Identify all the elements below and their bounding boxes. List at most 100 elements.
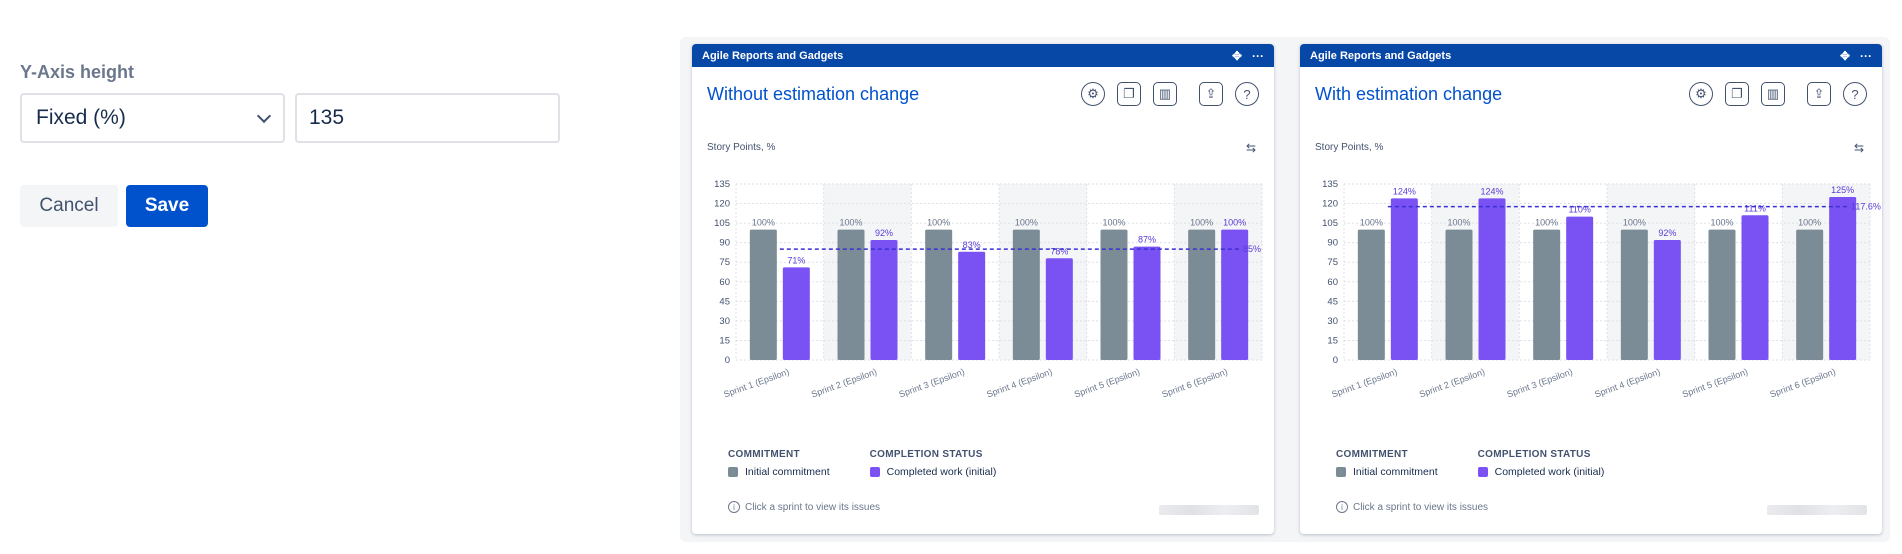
- blurred-footer-bar: [1767, 505, 1867, 515]
- bar-value-label: 100%: [1360, 218, 1383, 228]
- cancel-button[interactable]: Cancel: [20, 185, 118, 227]
- y-tick-label: 120: [1322, 199, 1338, 210]
- legend-item-initial-commitment[interactable]: Initial commitment: [1336, 466, 1438, 478]
- more-options-icon[interactable]: ···: [1252, 48, 1264, 63]
- bar-value-label: 100%: [1223, 218, 1246, 228]
- x-tick-label: Sprint 2 (Epsilon): [810, 366, 878, 399]
- velocity-chart-without-change: 0 15 30 45 60 75 90 105 120 135 100% 71% Sprint 1 (E…: [714, 179, 1263, 399]
- share-icon[interactable]: ⇪: [1807, 82, 1831, 106]
- completed-bar: [1133, 246, 1161, 360]
- y-tick-label: 15: [719, 335, 730, 346]
- legend-item-completed-work[interactable]: Completed work (initial): [869, 466, 996, 478]
- share-icon[interactable]: ⇪: [1199, 82, 1223, 106]
- y-tick-label: 90: [1327, 238, 1338, 249]
- legend-label: Initial commitment: [745, 466, 830, 478]
- footer-text: Click a sprint to view its issues: [745, 501, 881, 513]
- bar-value-label: 100%: [752, 218, 775, 228]
- more-options-icon[interactable]: ···: [1860, 48, 1872, 63]
- gadget-with-estimation-change: Agile Reports and Gadgets ✥ ··· With est…: [1300, 44, 1882, 534]
- chart-legend: COMMITMENT Initial commitment COMPLETION…: [728, 449, 996, 478]
- gadget-title: Without estimation change: [707, 83, 920, 104]
- legend-group-title: COMPLETION STATUS: [869, 449, 983, 460]
- y-tick-label: 105: [1322, 218, 1338, 229]
- settings-gear-icon[interactable]: ⚙: [1081, 82, 1105, 106]
- bar-value-label: 100%: [1535, 218, 1558, 228]
- bar-value-label: 100%: [1798, 218, 1821, 228]
- completed-bar: [1221, 229, 1249, 360]
- chevron-down-icon: [256, 108, 272, 123]
- completed-bar: [1829, 197, 1857, 360]
- bar-value-label: 100%: [927, 218, 950, 228]
- y-axis-height-input[interactable]: [295, 93, 560, 143]
- gadget-header: Agile Reports and Gadgets ✥ ···: [692, 44, 1274, 67]
- bar-value-label: 71%: [787, 255, 805, 265]
- commitment-bar: [1796, 229, 1824, 360]
- category-band: [1431, 184, 1520, 360]
- footer-note: i Click a sprint to view its issues: [1336, 501, 1488, 513]
- completed-bar: [1045, 258, 1073, 360]
- y-tick-label: 45: [719, 296, 730, 307]
- copy-icon[interactable]: ❐: [1725, 82, 1749, 106]
- x-tick-label: Sprint 6 (Epsilon): [1161, 366, 1229, 399]
- completed-bar: [870, 240, 898, 360]
- commitment-bar: [1445, 229, 1473, 360]
- bar-value-label: 111%: [1744, 203, 1766, 213]
- board-icon[interactable]: ▥: [1761, 82, 1785, 106]
- help-icon[interactable]: ?: [1235, 82, 1259, 106]
- y-axis-settings: Y-Axis height Fixed (%) Cancel Save: [20, 62, 560, 227]
- gadget-header: Agile Reports and Gadgets ✥ ···: [1300, 44, 1882, 67]
- commitment-bar: [1012, 229, 1040, 360]
- y-tick-label: 60: [719, 277, 730, 288]
- legend-item-initial-commitment[interactable]: Initial commitment: [728, 466, 830, 478]
- y-axis-mode-select[interactable]: Fixed (%): [20, 93, 285, 143]
- filter-sliders-icon[interactable]: ⇆: [1245, 141, 1256, 155]
- x-tick-label: Sprint 3 (Epsilon): [898, 366, 966, 399]
- completed-bar: [1566, 216, 1594, 360]
- save-button[interactable]: Save: [126, 185, 208, 227]
- y-tick-label: 90: [719, 238, 730, 249]
- commitment-bar: [1533, 229, 1561, 360]
- help-icon[interactable]: ?: [1843, 82, 1867, 106]
- y-tick-label: 15: [1327, 335, 1338, 346]
- legend-group-title: COMMITMENT: [1336, 449, 1408, 460]
- gadget-header-title: Agile Reports and Gadgets: [1310, 49, 1452, 62]
- gadget-title-row: With estimation change ⚙ ❐ ▥ ⇪ ?: [1315, 82, 1867, 106]
- completed-bar: [1390, 198, 1418, 360]
- settings-gear-icon[interactable]: ⚙: [1689, 82, 1713, 106]
- y-axis-inputs-row: Fixed (%): [20, 93, 560, 143]
- bar-value-label: 78%: [1050, 246, 1068, 256]
- bar-value-label: 92%: [1658, 228, 1676, 238]
- copy-icon[interactable]: ❐: [1117, 82, 1141, 106]
- filter-sliders-icon[interactable]: ⇆: [1853, 141, 1864, 155]
- bar-value-label: 100%: [1623, 218, 1646, 228]
- category-band: [1607, 184, 1695, 360]
- completed-bar: [1741, 215, 1769, 360]
- legend-swatch: [728, 467, 738, 477]
- y-axis-height-label: Y-Axis height: [20, 62, 135, 82]
- legend-item-completed-work[interactable]: Completed work (initial): [1477, 466, 1604, 478]
- commitment-bar: [1708, 229, 1736, 360]
- settings-actions: Cancel Save: [20, 185, 560, 227]
- commitment-bar: [749, 229, 777, 360]
- x-tick-label: Sprint 4 (Epsilon): [985, 366, 1053, 399]
- bar-value-label: 92%: [875, 228, 893, 238]
- info-icon: i: [1336, 501, 1348, 513]
- category-band: [999, 184, 1087, 360]
- bar-value-label: 100%: [1102, 218, 1125, 228]
- category-band: [1174, 184, 1262, 360]
- bar-value-label: 124%: [1480, 186, 1503, 196]
- move-icon[interactable]: ✥: [1839, 48, 1850, 63]
- legend-group-title: COMMITMENT: [728, 449, 800, 460]
- board-icon[interactable]: ▥: [1153, 82, 1177, 106]
- y-tick-label: 30: [1327, 316, 1338, 327]
- move-icon[interactable]: ✥: [1231, 48, 1242, 63]
- legend-group-commitment: COMMITMENT Initial commitment: [1336, 449, 1438, 478]
- completed-bar: [1653, 240, 1681, 360]
- commitment-bar: [1100, 229, 1128, 360]
- x-tick-label: Sprint 1 (Epsilon): [722, 366, 790, 399]
- y-tick-label: 0: [725, 355, 730, 366]
- x-tick-label: Sprint 3 (Epsilon): [1506, 366, 1574, 399]
- y-axis-unit-label: Story Points, %: [1315, 142, 1384, 153]
- bar-value-label: 100%: [1015, 218, 1038, 228]
- bar-value-label: 83%: [963, 240, 981, 250]
